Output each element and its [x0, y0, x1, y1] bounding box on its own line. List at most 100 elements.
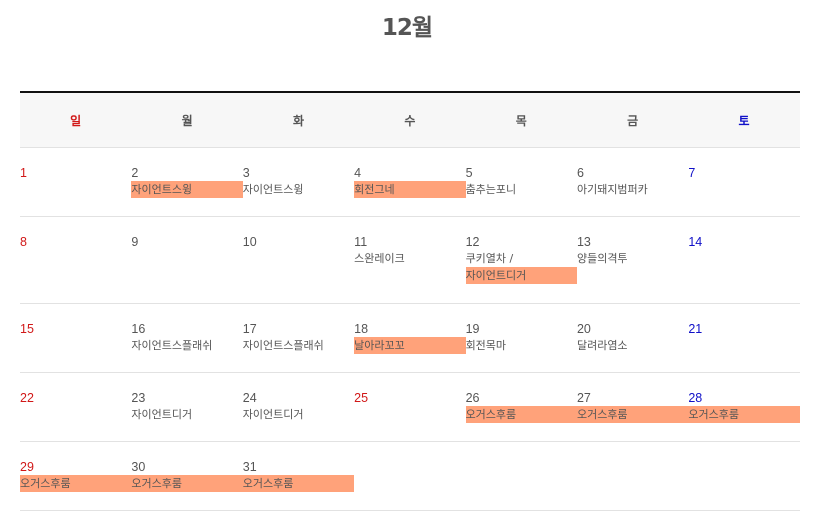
event-label[interactable]: 오거스후룸	[243, 475, 354, 492]
day-cell[interactable]: 5 춤추는포니	[466, 148, 577, 216]
day-number: 17	[243, 321, 354, 337]
weekday-sat: 토	[688, 93, 799, 147]
day-cell[interactable]: 13 양들의격투	[577, 217, 688, 303]
day-cell[interactable]: 23 자이언트디거	[131, 373, 242, 441]
day-number: 24	[243, 390, 354, 406]
day-cell[interactable]: 10	[243, 217, 354, 303]
day-cell[interactable]: 17 자이언트스플래쉬	[243, 304, 354, 372]
event-label[interactable]: 날아라꼬꼬	[354, 337, 465, 354]
day-number: 5	[466, 165, 577, 181]
day-number: 9	[131, 234, 242, 250]
day-number: 26	[466, 390, 577, 406]
day-number: 18	[354, 321, 465, 337]
day-cell[interactable]: 11 스완레이크	[354, 217, 465, 303]
weekday-fri: 금	[577, 93, 688, 147]
day-cell[interactable]: 8	[20, 217, 131, 303]
month-title: 12월	[0, 8, 814, 42]
day-number	[466, 459, 577, 475]
day-number: 8	[20, 234, 131, 250]
day-number: 6	[577, 165, 688, 181]
day-number: 7	[688, 165, 799, 181]
day-cell	[688, 442, 799, 510]
day-number: 16	[131, 321, 242, 337]
event-label[interactable]: 양들의격투	[577, 250, 688, 267]
day-number: 20	[577, 321, 688, 337]
day-cell[interactable]: 2 자이언트스윙	[131, 148, 242, 216]
event-label[interactable]: 오거스후룸	[20, 475, 131, 492]
event-label[interactable]: 자이언트스플래쉬	[131, 337, 242, 354]
day-number: 30	[131, 459, 242, 475]
day-number: 14	[688, 234, 799, 250]
day-cell[interactable]: 27 오거스후룸	[577, 373, 688, 441]
day-cell[interactable]: 14	[688, 217, 799, 303]
day-number: 3	[243, 165, 354, 181]
week-row: 8 9 10 11 스완레이크 12 쿠키열차 / 자이언트디거 13 양들의격투 14	[20, 217, 800, 304]
day-number: 22	[20, 390, 131, 406]
day-number: 21	[688, 321, 799, 337]
event-label[interactable]: 오거스후룸	[131, 475, 242, 492]
day-cell[interactable]: 15	[20, 304, 131, 372]
event-label[interactable]: 아기돼지범퍼카	[577, 181, 688, 198]
day-cell[interactable]: 16 자이언트스플래쉬	[131, 304, 242, 372]
day-number: 11	[354, 234, 465, 250]
day-cell[interactable]: 21	[688, 304, 799, 372]
day-cell[interactable]: 4 회전그네	[354, 148, 465, 216]
event-label[interactable]: 자이언트디거	[466, 267, 577, 284]
day-cell[interactable]: 29 오거스후룸	[20, 442, 131, 510]
event-label[interactable]: 달려라염소	[577, 337, 688, 354]
day-number: 13	[577, 234, 688, 250]
day-cell[interactable]: 18 날아라꼬꼬	[354, 304, 465, 372]
weekday-wed: 수	[354, 93, 465, 147]
day-cell[interactable]: 26 오거스후룸	[466, 373, 577, 441]
event-label[interactable]: 오거스후룸	[577, 406, 688, 423]
day-cell[interactable]: 31 오거스후룸	[243, 442, 354, 510]
day-cell[interactable]: 22	[20, 373, 131, 441]
event-label[interactable]: 자이언트디거	[131, 406, 242, 423]
event-label[interactable]: 오거스후룸	[688, 406, 799, 423]
day-number: 28	[688, 390, 799, 406]
event-label[interactable]: 쿠키열차 /	[466, 250, 577, 267]
day-cell[interactable]: 20 달려라염소	[577, 304, 688, 372]
day-cell[interactable]: 9	[131, 217, 242, 303]
day-cell[interactable]: 28 오거스후룸	[688, 373, 799, 441]
weekday-header: 일 월 화 수 목 금 토	[20, 93, 800, 148]
calendar-weeks: 1 2 자이언트스윙 3 자이언트스윙 4 회전그네 5 춤추는포니 6 아기돼지범퍼카 7 8 9 10 1…	[20, 148, 800, 511]
event-label[interactable]: 오거스후룸	[466, 406, 577, 423]
day-cell[interactable]: 3 자이언트스윙	[243, 148, 354, 216]
event-label[interactable]: 자이언트스윙	[243, 181, 354, 198]
day-cell[interactable]: 25	[354, 373, 465, 441]
event-label[interactable]: 자이언트스윙	[131, 181, 242, 198]
day-number: 12	[466, 234, 577, 250]
day-number	[354, 459, 465, 475]
day-number: 29	[20, 459, 131, 475]
week-row: 22 23 자이언트디거 24 자이언트디거 25 26 오거스후룸 27 오거스후룸 28 오거스후…	[20, 373, 800, 442]
day-cell[interactable]: 24 자이언트디거	[243, 373, 354, 441]
day-cell	[354, 442, 465, 510]
day-cell[interactable]: 7	[688, 148, 799, 216]
day-number: 23	[131, 390, 242, 406]
event-label[interactable]: 스완레이크	[354, 250, 465, 267]
day-number: 31	[243, 459, 354, 475]
day-cell[interactable]: 19 회전목마	[466, 304, 577, 372]
day-cell	[577, 442, 688, 510]
day-number: 2	[131, 165, 242, 181]
day-cell[interactable]: 30 오거스후룸	[131, 442, 242, 510]
event-label[interactable]: 춤추는포니	[466, 181, 577, 198]
day-number	[577, 459, 688, 475]
day-number: 10	[243, 234, 354, 250]
event-label[interactable]: 회전목마	[466, 337, 577, 354]
day-number: 1	[20, 165, 131, 181]
event-label[interactable]: 자이언트디거	[243, 406, 354, 423]
day-cell[interactable]: 1	[20, 148, 131, 216]
day-cell	[466, 442, 577, 510]
day-cell[interactable]: 6 아기돼지범퍼카	[577, 148, 688, 216]
day-number: 15	[20, 321, 131, 337]
week-row: 29 오거스후룸 30 오거스후룸 31 오거스후룸	[20, 442, 800, 511]
day-cell[interactable]: 12 쿠키열차 / 자이언트디거	[466, 217, 577, 303]
week-row: 15 16 자이언트스플래쉬 17 자이언트스플래쉬 18 날아라꼬꼬 19 회전목마 20 달려라…	[20, 304, 800, 373]
event-label[interactable]: 자이언트스플래쉬	[243, 337, 354, 354]
weekday-sun: 일	[20, 93, 131, 147]
day-number: 25	[354, 390, 465, 406]
event-label[interactable]: 회전그네	[354, 181, 465, 198]
day-number: 27	[577, 390, 688, 406]
